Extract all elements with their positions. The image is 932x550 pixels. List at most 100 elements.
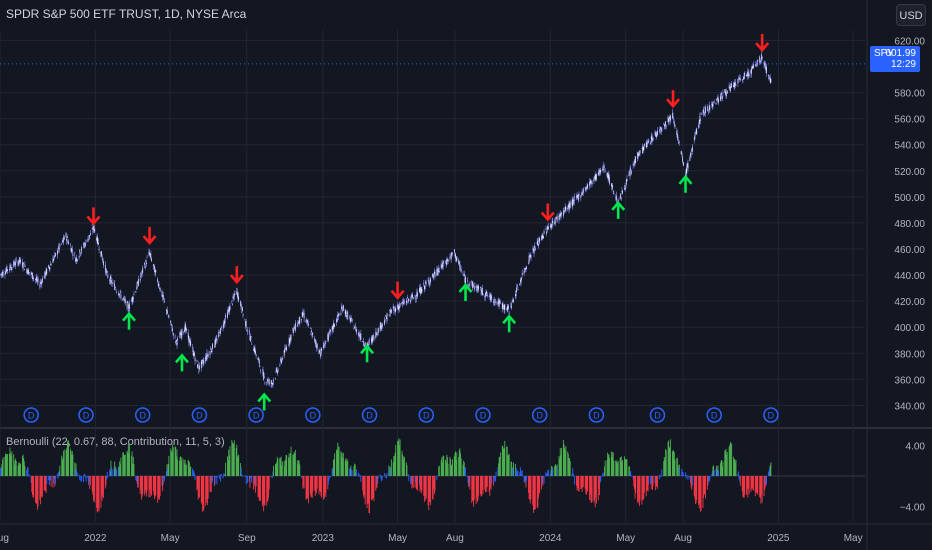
histogram-bar (288, 453, 290, 476)
candle-body (85, 239, 87, 241)
histogram-bar (210, 476, 212, 492)
histogram-bar (538, 476, 540, 495)
candle-body (678, 141, 680, 144)
candle-body (263, 376, 265, 378)
candle-body (698, 120, 700, 125)
histogram-bar (742, 476, 744, 497)
candle-body (255, 354, 257, 356)
histogram-bar (584, 476, 586, 489)
candle-body (442, 262, 443, 268)
candle-body (312, 333, 314, 334)
histogram-bar (542, 476, 544, 478)
histogram-bar (498, 463, 500, 476)
histogram-bar (480, 476, 481, 495)
histogram-bar (337, 446, 339, 476)
histogram-bar (556, 466, 557, 476)
histogram-bar (682, 472, 684, 476)
candle-body (451, 252, 453, 255)
histogram-bar (617, 461, 619, 476)
candle-body (525, 267, 526, 270)
candle-body (377, 328, 379, 334)
histogram-bar (761, 476, 762, 496)
histogram-bar (359, 476, 361, 477)
currency-button[interactable]: USD (896, 4, 926, 26)
candle-body (45, 269, 47, 275)
histogram-bar (520, 470, 522, 476)
candle-body (425, 281, 426, 284)
histogram-bar (206, 476, 208, 500)
histogram-bar (144, 476, 146, 496)
candle-body (288, 345, 289, 346)
histogram-bar (434, 476, 436, 492)
candle-body (445, 262, 446, 264)
histogram-bar (78, 474, 80, 476)
candle-body (146, 262, 147, 265)
histogram-bar (61, 459, 63, 476)
histogram-bar (376, 476, 378, 488)
candle-body (547, 226, 549, 229)
histogram-bar (312, 476, 314, 492)
histogram-bar (733, 456, 734, 476)
candle-body (373, 336, 375, 341)
histogram-bar (351, 469, 353, 476)
up-arrow-icon (174, 353, 189, 372)
histogram-bar (351, 469, 352, 476)
candle-body (227, 311, 228, 318)
histogram-bar (642, 476, 643, 500)
candle-body (680, 150, 682, 154)
histogram-bar (216, 476, 218, 485)
candle-body (408, 298, 410, 301)
candle-body (342, 309, 344, 312)
histogram-bar (726, 452, 728, 476)
histogram-bar (238, 454, 240, 476)
candle-body (667, 116, 669, 122)
candle-body (647, 142, 648, 144)
histogram-bar (386, 472, 388, 476)
candle-body (157, 279, 159, 282)
candle-body (728, 86, 730, 88)
candle-body (678, 141, 680, 143)
candle-body (657, 130, 658, 136)
candle-body (606, 173, 608, 176)
histogram-bar (563, 444, 565, 476)
candle-body (281, 360, 283, 363)
histogram-bar (33, 476, 35, 497)
candle-body (434, 272, 436, 277)
candle-body (132, 296, 134, 302)
histogram-bar (720, 460, 722, 476)
histogram-bar (375, 476, 377, 491)
histogram-bar (231, 439, 233, 476)
candle-body (58, 247, 60, 251)
histogram-bar (616, 460, 618, 476)
candle-body (28, 270, 30, 275)
histogram-bar (454, 453, 456, 476)
candle-body (266, 382, 268, 383)
histogram-bar (530, 476, 532, 500)
histogram-bar (671, 451, 673, 476)
histogram-bar (406, 465, 408, 476)
histogram-bar (144, 476, 146, 493)
histogram-bar (417, 476, 418, 491)
candle-body (123, 298, 124, 299)
histogram-bar (440, 460, 442, 476)
candle-body (420, 287, 422, 294)
candle-body (741, 79, 743, 81)
candle-body (338, 314, 339, 317)
candle-body (146, 257, 148, 259)
histogram-bar (84, 473, 86, 476)
x-tick-label: 2023 (312, 533, 335, 544)
histogram-bar (5, 453, 7, 476)
histogram-bar (761, 476, 763, 503)
histogram-bar (292, 454, 294, 476)
candle-body (568, 205, 569, 208)
histogram-bar (141, 476, 143, 497)
histogram-bar (615, 460, 617, 476)
histogram-bar (367, 476, 369, 504)
indicator-label[interactable]: Bernoulli (22, 0.67, 88, Contribution, 1… (6, 436, 225, 448)
histogram-bar (197, 476, 199, 490)
candle-body (691, 148, 693, 152)
arrow-head (458, 282, 473, 293)
candle-body (144, 265, 146, 269)
candle-body (98, 242, 99, 245)
